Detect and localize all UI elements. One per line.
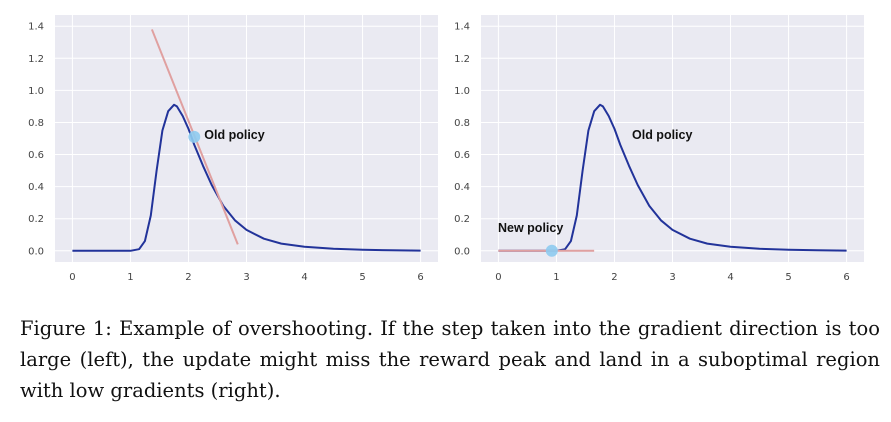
left-xtick-label: 5 — [359, 272, 365, 283]
right-xtick-label: 0 — [495, 272, 501, 283]
left-xtick-label: 4 — [301, 272, 307, 283]
left-ytick-label: 0.0 — [28, 246, 44, 257]
left-ytick-label: 0.8 — [28, 118, 44, 129]
right-xtick-label: 6 — [843, 272, 849, 283]
right-xtick-label: 5 — [785, 272, 791, 283]
left-xtick-label: 0 — [69, 272, 75, 283]
left-ytick-label: 1.4 — [28, 22, 44, 33]
figure-plots: 0.0 0.2 0.4 0.6 0.8 1.0 1.2 1.4 0 1 2 3 4 5 6 Old polic… — [28, 15, 864, 283]
caption-label: Figure 1: — [20, 317, 112, 340]
right-ytick-label: 0.8 — [454, 118, 470, 129]
left-policy-marker — [188, 130, 201, 143]
right-ytick-label: 0.0 — [454, 246, 470, 257]
left-xtick-label: 6 — [417, 272, 423, 283]
right-xtick-label: 3 — [669, 272, 675, 283]
left-xtick-label: 2 — [185, 272, 191, 283]
left-xtick-label: 1 — [127, 272, 133, 283]
right-ytick-label: 0.2 — [454, 214, 470, 225]
right-ytick-label: 0.4 — [454, 182, 470, 193]
left-annotation: Old policy — [204, 128, 264, 142]
left-ytick-label: 0.4 — [28, 182, 44, 193]
right-annotation: Old policy — [632, 128, 692, 142]
right-xtick-label: 2 — [611, 272, 617, 283]
left-xtick-label: 3 — [243, 272, 249, 283]
right-ytick-label: 0.6 — [454, 150, 470, 161]
right-annotation: New policy — [498, 221, 563, 235]
right-reward-curve — [498, 103, 847, 252]
caption-text: Example of overshooting. If the step tak… — [20, 317, 880, 402]
right-xtick-label: 1 — [553, 272, 559, 283]
right-policy-marker — [545, 244, 558, 257]
left-ytick-label: 0.6 — [28, 150, 44, 161]
right-ytick-label: 1.2 — [454, 54, 470, 65]
left-ytick-label: 0.2 — [28, 214, 44, 225]
left-ytick-label: 1.2 — [28, 54, 44, 65]
left-ytick-label: 1.0 — [28, 86, 44, 97]
figure-caption: Figure 1: Example of overshooting. If th… — [20, 313, 880, 406]
right-ytick-label: 1.4 — [454, 22, 470, 33]
right-xtick-label: 4 — [727, 272, 733, 283]
right-ytick-label: 1.0 — [454, 86, 470, 97]
